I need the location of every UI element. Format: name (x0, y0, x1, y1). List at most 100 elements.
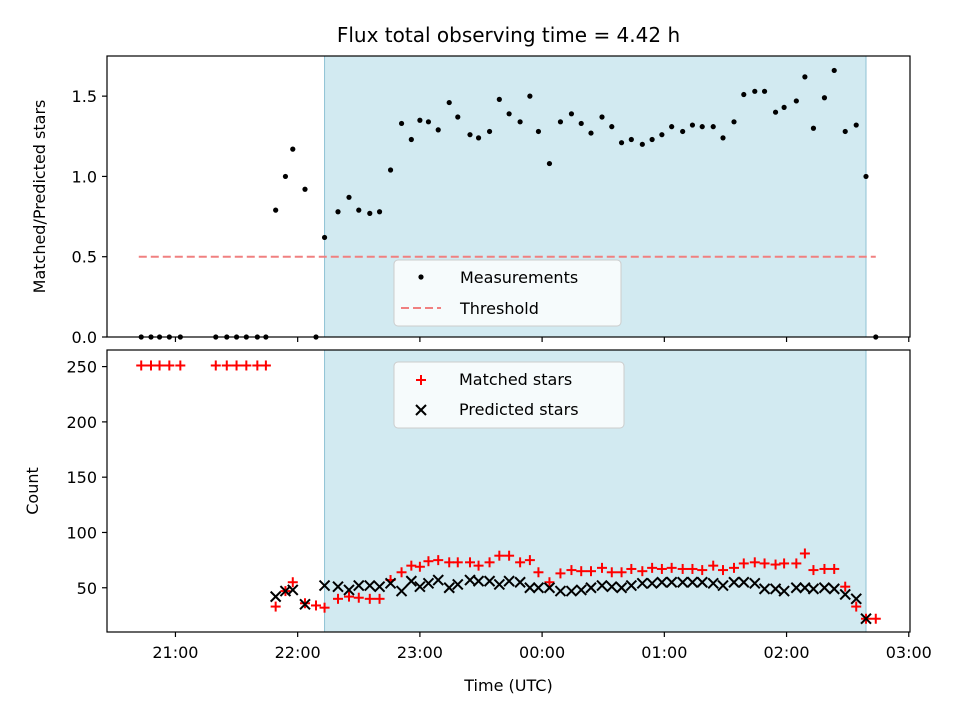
matched-star-point (452, 557, 463, 568)
legend-cross-marker (415, 404, 427, 416)
measurement-point (321, 234, 328, 241)
bottom-y-tick-label: 150 (66, 468, 97, 487)
predicted-star-point (676, 576, 689, 588)
measurement-point (367, 210, 373, 216)
bottom-y-tick-label: 50 (77, 579, 97, 598)
matched-star-point (799, 548, 810, 559)
predicted-star-point (625, 579, 638, 592)
predicted-star-point (565, 585, 578, 597)
predicted-star-point (483, 575, 496, 587)
measurement-point (346, 194, 352, 200)
measurement-point (290, 146, 296, 152)
predicted-star-point (615, 582, 628, 594)
predicted-star-point (395, 585, 408, 597)
matched-star-point (515, 557, 526, 568)
x-tick-label: 21:00 (152, 643, 198, 662)
measurement-point (273, 207, 279, 213)
measurement-point (376, 209, 383, 215)
matched-star-point (808, 565, 819, 576)
predicted-star-point (432, 574, 444, 586)
measurement-point (752, 88, 758, 94)
measurement-point (578, 120, 584, 127)
legend-marker-measurements (418, 274, 424, 280)
legend-marker-predicted (415, 404, 427, 416)
measurement-point (821, 95, 828, 101)
measurement-point (435, 127, 441, 133)
predicted-star-point (532, 582, 545, 594)
measurement-point (802, 74, 808, 80)
legend-label-predicted: Predicted stars (459, 400, 579, 419)
matched-star-point (444, 557, 455, 568)
predicted-star-point (696, 576, 708, 588)
matched-star-point (576, 566, 587, 577)
matched-star-point (749, 557, 760, 568)
measurement-point (486, 128, 493, 135)
measurement-point (689, 122, 696, 128)
top-panel: 0.0 0.5 1.0 1.5 Matched/Predicted stars Mea… (30, 55, 911, 347)
predicted-star-point (373, 580, 386, 593)
matched-star-point (433, 555, 444, 566)
measurement-point (398, 120, 405, 127)
measurement-point (467, 132, 473, 138)
measurement-point (731, 119, 737, 125)
matched-star-point (597, 562, 607, 573)
legend-plus-marker (416, 375, 426, 385)
matched-star-points (136, 360, 881, 624)
measurement-point (669, 124, 675, 130)
bottom-y-tick-label: 100 (66, 523, 97, 542)
matched-star-point (729, 562, 739, 573)
matched-star-point (851, 601, 862, 612)
matched-star-point (270, 601, 281, 612)
predicted-star-point (503, 575, 515, 587)
bottom-axes-frame (106, 349, 911, 633)
top-y-tick-label: 0.5 (72, 248, 97, 267)
matched-star-point (544, 577, 555, 588)
matched-star-point (586, 566, 596, 577)
legend-marker-matched (416, 375, 426, 385)
matched-star-point (465, 557, 475, 568)
matched-star-point (473, 560, 484, 571)
measurement-points (138, 67, 879, 340)
matched-star-point (870, 613, 881, 624)
predicted-star-points (269, 574, 872, 625)
matched-star-point (231, 360, 242, 371)
predicted-star-point (585, 582, 597, 594)
matched-star-point (616, 567, 627, 578)
measurement-point (455, 114, 461, 120)
bottom-legend: Matched stars Predicted stars (393, 361, 625, 429)
bottom-y-tick-label: 200 (66, 413, 97, 432)
predicted-star-point (332, 580, 344, 593)
matched-star-point (779, 558, 790, 569)
measurement-point (475, 135, 482, 141)
x-tick-label: 00:00 (519, 643, 565, 662)
measurement-point (517, 119, 523, 125)
predicted-star-point (472, 575, 485, 587)
measurement-point (302, 186, 308, 192)
matched-star-point (252, 360, 263, 371)
matched-star-point (311, 600, 321, 611)
matched-star-point (647, 562, 658, 573)
top-y-axis-label: Matched/Predicted stars (30, 100, 49, 294)
measurement-point (588, 130, 594, 136)
matched-star-point (718, 565, 728, 576)
predicted-star-point (384, 577, 397, 590)
predicted-star-point (807, 583, 820, 595)
top-y-ticks: 0.0 0.5 1.0 1.5 (72, 87, 107, 347)
predicted-star-point (860, 613, 872, 625)
measurement-point (741, 91, 747, 98)
predicted-star-point (707, 577, 719, 590)
x-tick-label: 22:00 (275, 643, 321, 662)
matched-star-point (287, 577, 298, 588)
matched-star-point (241, 360, 252, 371)
top-y-tick-label: 0.0 (72, 328, 97, 347)
matched-star-point (319, 602, 330, 613)
matched-star-point (687, 563, 698, 574)
legend-label-measurements: Measurements (460, 268, 578, 287)
predicted-star-point (343, 584, 355, 596)
bottom-y-tick-label: 250 (66, 358, 97, 377)
measurement-point (618, 140, 625, 146)
measurement-point (863, 173, 869, 180)
measurement-point (535, 128, 542, 135)
matched-star-point (819, 563, 830, 574)
measurement-point (609, 124, 615, 130)
